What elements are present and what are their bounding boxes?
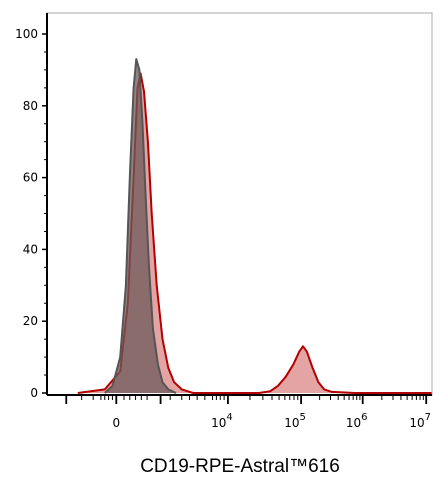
x-tick-label: 0 — [112, 416, 120, 430]
y-axis: 0 20 40 60 80 100 — [15, 27, 47, 400]
x-axis-label: CD19-RPE-Astral™616 — [140, 456, 340, 477]
series-area-2 — [104, 59, 176, 393]
x-tick-label: 107 — [409, 412, 431, 430]
x-tick-label: 104 — [211, 412, 233, 430]
plot-series — [77, 58, 433, 394]
x-tick-label: 105 — [284, 412, 306, 430]
y-tick-label: 20 — [23, 314, 38, 328]
x-axis: 0 104 105 106 107 — [65, 395, 431, 430]
series-area-1 — [77, 73, 433, 393]
y-tick-label: 0 — [30, 386, 38, 400]
plot-frame — [46, 12, 433, 396]
y-tick-label: 60 — [23, 171, 38, 185]
y-tick-label: 100 — [15, 27, 38, 41]
x-tick-label: 106 — [346, 412, 368, 430]
series-line-2 — [104, 58, 177, 394]
y-tick-label: 40 — [23, 242, 38, 256]
y-tick-label: 80 — [23, 99, 38, 113]
